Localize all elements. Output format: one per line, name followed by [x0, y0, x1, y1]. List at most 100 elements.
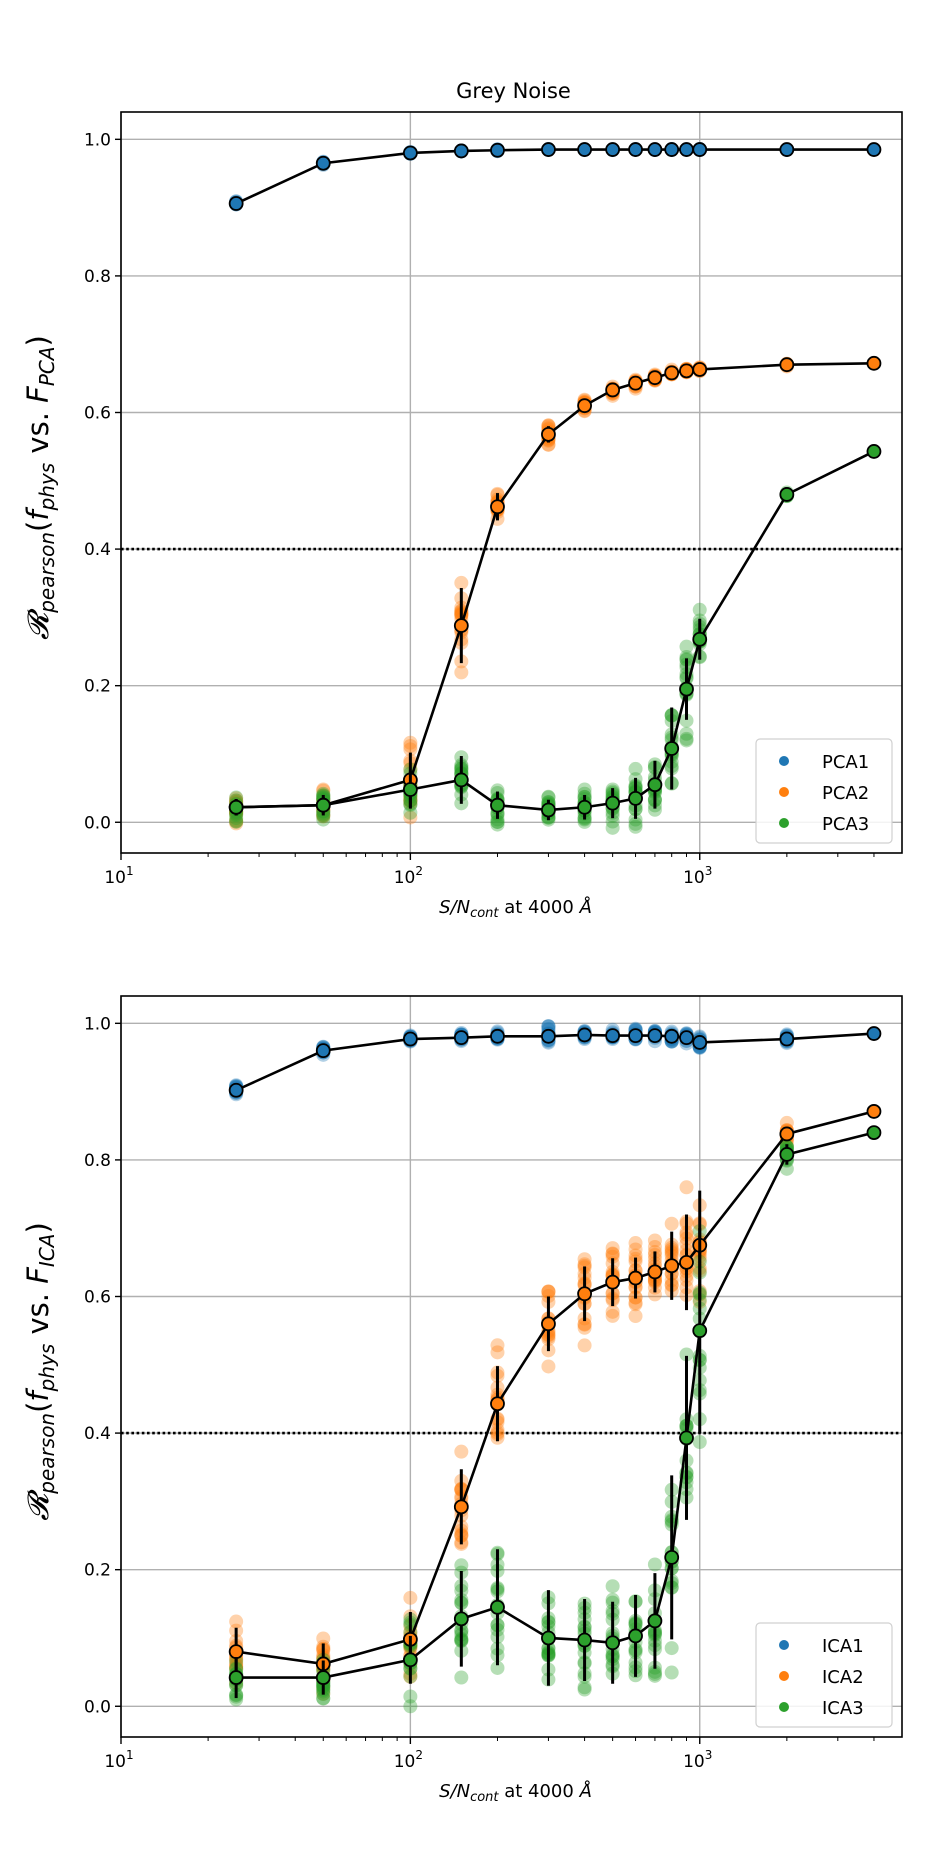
median-point-ica1: [541, 1028, 556, 1044]
legend-label-ica1: ICA1: [822, 1636, 864, 1657]
median-point-ica3: [628, 1628, 643, 1644]
median-point-pca3: [541, 802, 556, 818]
replicate-point: [490, 814, 505, 829]
y-axis: 0.0 0.2 0.4 0.6 0.8 1.0: [84, 1014, 121, 1717]
median-point-ica1: [628, 1028, 643, 1044]
replicate-point: [316, 809, 331, 824]
x-axis: 101 102 103: [104, 1737, 875, 1772]
replicate-point: [403, 742, 418, 757]
median-point-pca3: [866, 444, 882, 459]
legend-label-ica2: ICA2: [822, 1667, 864, 1688]
replicate-point: [541, 1019, 556, 1034]
y-tick-label: 1.0: [84, 1014, 111, 1034]
median-point-ica2: [664, 1258, 680, 1274]
replicate-point: [679, 731, 694, 746]
median-point-ica1: [664, 1028, 680, 1044]
median-point-pca2: [605, 382, 621, 398]
series-line-pca1: [235, 148, 874, 205]
replicate-point: [628, 1236, 643, 1251]
replicate-point: [779, 1161, 794, 1176]
median-point-ica2: [628, 1270, 643, 1286]
replicate-point: [403, 1699, 418, 1714]
median-point-pca3: [692, 631, 708, 647]
replicate-point: [316, 786, 331, 801]
replicate-point: [577, 1680, 592, 1695]
median-point-pca3: [664, 741, 680, 756]
median-point-ica1: [228, 1082, 244, 1098]
x-tick-label: 101: [104, 864, 133, 888]
median-point-pca1: [628, 142, 643, 157]
legend-marker-ica1: [779, 1640, 789, 1650]
replicate-point: [692, 602, 707, 617]
y-tick-label: 0.4: [84, 1424, 111, 1444]
replicate-point: [316, 812, 331, 827]
replicate-point: [647, 1239, 662, 1254]
replicate-point: [541, 1019, 556, 1034]
replicate-point: [679, 1180, 694, 1195]
replicate-point: [679, 649, 694, 664]
replicate-point: [577, 1252, 592, 1267]
legend-label-ica3: ICA3: [822, 1698, 864, 1719]
median-point-pca1: [577, 142, 592, 157]
legend-label-pca1: PCA1: [822, 752, 869, 773]
replicate-point: [490, 817, 505, 832]
median-point-ica3: [679, 1430, 694, 1446]
y-tick-label: 0.6: [84, 403, 111, 423]
y-tick-label: 0.2: [84, 1561, 111, 1581]
x-axis: 101 102 103: [104, 853, 875, 888]
series-pca3: [228, 444, 882, 821]
median-point-pca3: [402, 782, 418, 797]
median-point-ica3: [490, 1599, 505, 1615]
replicate-point: [490, 1660, 505, 1675]
replicate-point: [403, 810, 418, 825]
median-point-pca3: [679, 681, 694, 697]
replicate-point: [605, 1579, 620, 1594]
replicate-point: [605, 1304, 620, 1319]
median-point-ica2: [679, 1254, 694, 1270]
median-point-pca3: [628, 790, 643, 806]
replicate-point: [403, 1590, 418, 1605]
replicate-point: [577, 1320, 592, 1335]
replicate-point: [605, 1592, 620, 1607]
series-pca3-replicates: [229, 485, 794, 835]
median-point-ica1: [577, 1027, 592, 1043]
replicate-point: [577, 814, 592, 829]
x-tick-label: 102: [394, 864, 423, 888]
replicate-point: [679, 713, 694, 728]
replicate-point: [229, 1692, 244, 1707]
replicate-point: [605, 1247, 620, 1262]
replicate-point: [647, 802, 662, 817]
median-point-pca2: [490, 499, 505, 515]
y-axis-label: 𝓡pearson(fphys vs. FICA): [21, 1222, 59, 1521]
replicate-point: [541, 790, 556, 805]
plot-area: [228, 141, 882, 835]
axes-frame: [120, 995, 903, 1738]
replicate-point: [316, 782, 331, 797]
median-point-ica1: [679, 1030, 694, 1046]
replicate-point: [605, 1246, 620, 1261]
median-point-ica2: [228, 1644, 244, 1660]
median-point-ica3: [647, 1613, 663, 1629]
replicate-point: [316, 1691, 331, 1706]
median-point-pca2: [866, 355, 882, 371]
legend: PCA1 PCA2 PCA3: [755, 738, 893, 844]
replicate-point: [647, 1666, 662, 1681]
replicate-point: [229, 1614, 244, 1629]
replicate-point: [454, 665, 469, 680]
y-tick-label: 1.0: [84, 130, 111, 150]
series-pca2-replicates: [229, 356, 794, 831]
replicate-point: [605, 1308, 620, 1323]
y-tick-label: 0.0: [84, 813, 111, 833]
median-point-pca2: [779, 357, 795, 373]
replicate-point: [316, 1631, 331, 1646]
replicate-point: [490, 783, 505, 798]
legend: ICA1 ICA2 ICA3: [755, 1622, 893, 1728]
legend-label-pca2: PCA2: [822, 783, 869, 804]
replicate-point: [403, 738, 418, 753]
median-point-pca1: [605, 142, 621, 157]
replicate-point: [541, 789, 556, 804]
median-point-ica3: [541, 1630, 556, 1646]
median-point-ica1: [402, 1031, 418, 1047]
median-point-pca3: [315, 797, 331, 813]
